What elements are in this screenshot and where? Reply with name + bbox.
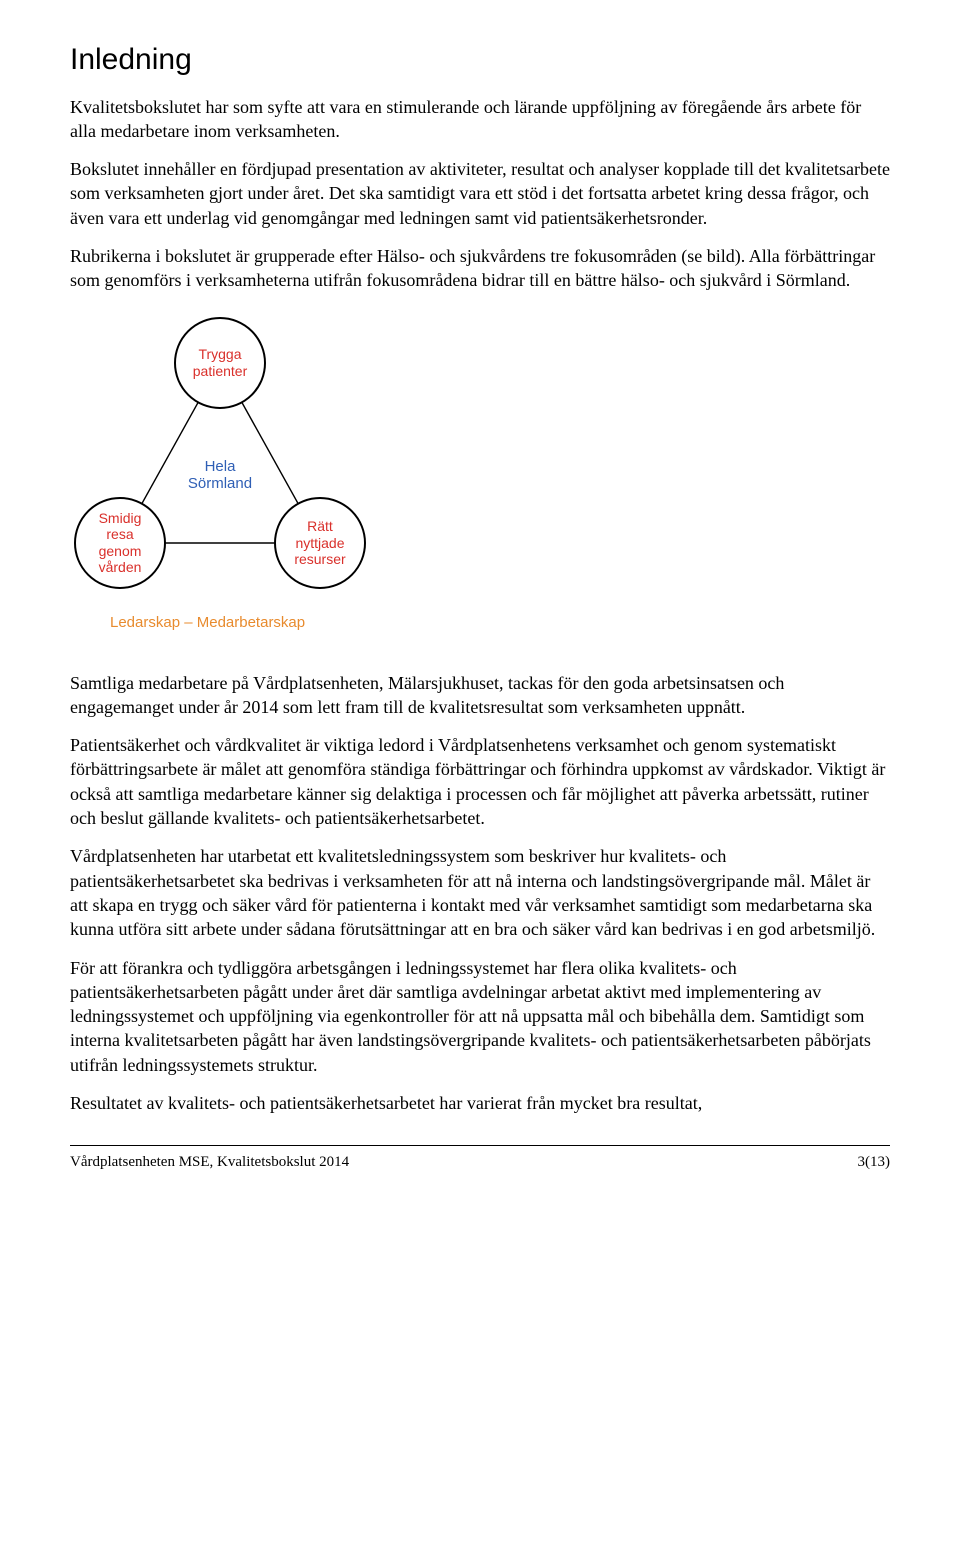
node-label: Tryggapatienter xyxy=(193,346,247,378)
node-smidig-resa: Smidigresagenomvården xyxy=(74,497,166,589)
paragraph-6: Vårdplatsenheten har utarbetat ett kvali… xyxy=(70,844,890,941)
diagram-legend: Ledarskap – Medarbetarskap xyxy=(110,613,305,633)
node-label: Smidigresagenomvården xyxy=(99,510,142,574)
footer-right: 3(13) xyxy=(858,1152,891,1172)
paragraph-7: För att förankra och tydliggöra arbetsgå… xyxy=(70,956,890,1077)
node-trygga-patienter: Tryggapatienter xyxy=(174,317,266,409)
paragraph-4: Samtliga medarbetare på Vårdplatsenheten… xyxy=(70,671,890,720)
intro-paragraph-1: Kvalitetsbokslutet har som syfte att var… xyxy=(70,95,890,144)
footer-left: Vårdplatsenheten MSE, Kvalitetsbokslut 2… xyxy=(70,1152,349,1172)
paragraph-8: Resultatet av kvalitets- och patientsäke… xyxy=(70,1091,890,1115)
paragraph-5: Patientsäkerhet och vårdkvalitet är vikt… xyxy=(70,733,890,830)
page-title: Inledning xyxy=(70,40,890,81)
page-footer: Vårdplatsenheten MSE, Kvalitetsbokslut 2… xyxy=(70,1145,890,1172)
diagram-center-label: HelaSörmland xyxy=(185,458,255,493)
focus-areas-diagram: Tryggapatienter Smidigresagenomvården Rä… xyxy=(70,313,890,653)
node-label: Rättnyttjaderesurser xyxy=(294,518,345,566)
intro-paragraph-3: Rubrikerna i bokslutet är grupperade eft… xyxy=(70,244,890,293)
intro-paragraph-2: Bokslutet innehåller en fördjupad presen… xyxy=(70,157,890,230)
node-ratt-nyttjade: Rättnyttjaderesurser xyxy=(274,497,366,589)
